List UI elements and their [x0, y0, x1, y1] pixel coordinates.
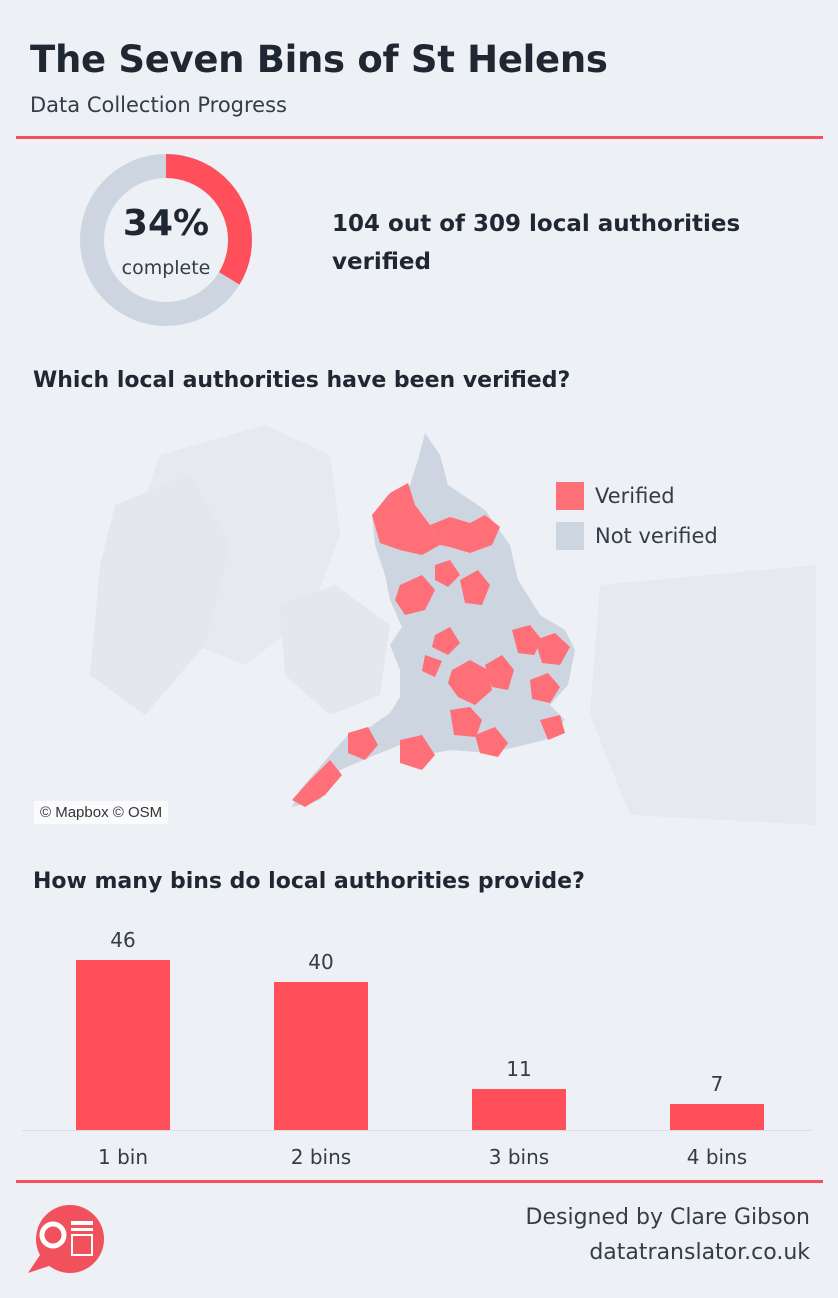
bar-value-label: 11	[506, 1057, 532, 1082]
region-east-a	[512, 625, 542, 655]
region-east-c	[530, 673, 560, 703]
map-canvas	[90, 425, 816, 825]
england-map[interactable]	[30, 415, 816, 832]
bar-value-label: 46	[110, 928, 136, 952]
footer-divider	[16, 1180, 823, 1183]
bins-heading: How many bins do local authorities provi…	[33, 869, 585, 894]
region-midlands-c	[448, 660, 492, 705]
verified-areas	[292, 483, 570, 807]
region-cumbria	[372, 483, 440, 555]
progress-percent: 34%	[122, 203, 210, 244]
bar-category-label: 4 bins	[686, 1145, 748, 1169]
region-devon-a	[348, 727, 378, 760]
donut-fill	[80, 154, 252, 326]
bar-category-label: 2 bins	[290, 1145, 352, 1169]
bar-4[interactable]	[670, 1104, 764, 1130]
legend-label-not-verified: Not verified	[595, 524, 718, 548]
website-link[interactable]: datatranslator.co.uk	[589, 1240, 810, 1265]
bar-axis-baseline	[22, 1130, 812, 1131]
logo-line-1	[71, 1221, 93, 1225]
progress-summary: 104 out of 309 local authorities verifie…	[332, 211, 741, 275]
header-divider	[16, 136, 823, 139]
legend-not-verified: Not verified	[556, 522, 718, 550]
region-north-a	[435, 560, 460, 587]
logo-ring	[39, 1221, 67, 1249]
logo-bubble-tail	[28, 1255, 52, 1273]
region-south-b	[475, 727, 508, 757]
bar-2[interactable]	[274, 982, 368, 1130]
england-not-verified	[292, 433, 575, 807]
designer-credit: Designed by Clare Gibson	[525, 1205, 810, 1230]
region-midlands-a	[432, 627, 460, 655]
region-midlands-d	[485, 655, 514, 690]
page-subtitle: Data Collection Progress	[30, 93, 287, 117]
donut-chart	[80, 154, 252, 326]
region-lancs	[395, 575, 435, 615]
logo-line-2	[71, 1228, 93, 1231]
map-heading: Which local authorities have been verifi…	[33, 368, 571, 393]
region-dorset	[400, 735, 435, 770]
bar-value-label: 7	[710, 1072, 724, 1097]
bar-category-label: 3 bins	[488, 1145, 550, 1169]
basemap-ireland	[90, 475, 230, 715]
bar-1[interactable]	[76, 960, 170, 1130]
basemap-wales	[280, 585, 390, 715]
progress-label: complete	[121, 257, 211, 279]
region-midlands-b	[422, 655, 442, 677]
datatranslator-logo	[28, 1205, 104, 1273]
legend-verified: Verified	[556, 482, 675, 510]
region-cornwall	[292, 760, 342, 807]
basemap-europe	[590, 565, 816, 825]
bar-3[interactable]	[472, 1089, 566, 1130]
legend-swatch-not-verified	[556, 522, 584, 550]
bar-category-label: 1 bin	[97, 1145, 148, 1169]
region-south-a	[450, 707, 482, 737]
logo-grid	[71, 1234, 93, 1256]
progress-donut: 34% complete	[79, 153, 253, 327]
region-northeast	[430, 515, 500, 553]
region-kent	[540, 715, 565, 740]
legend-label-verified: Verified	[595, 484, 675, 508]
page-title: The Seven Bins of St Helens	[30, 38, 608, 81]
map-attribution[interactable]: © Mapbox © OSM	[34, 801, 169, 824]
bar-value-label: 40	[308, 950, 334, 975]
region-east-b	[535, 633, 570, 665]
region-yorks	[460, 570, 490, 605]
legend-swatch-verified	[556, 482, 584, 510]
